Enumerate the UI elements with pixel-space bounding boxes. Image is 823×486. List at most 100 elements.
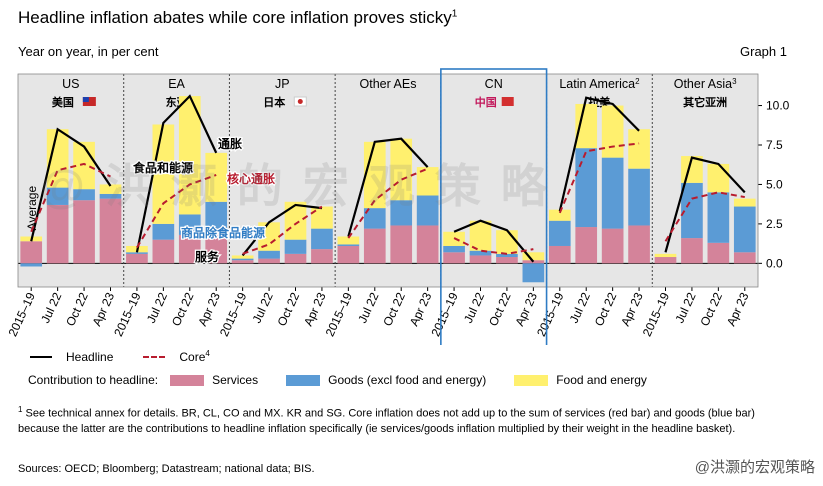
x-tick-label: Jul 22 bbox=[355, 290, 381, 325]
food-energy-bar bbox=[231, 255, 254, 259]
food-energy-bar bbox=[575, 103, 598, 149]
core-line bbox=[558, 142, 640, 214]
panel-title: CN bbox=[485, 77, 503, 91]
x-tick-label: 2015–19 bbox=[6, 290, 39, 339]
goods-bar bbox=[733, 206, 756, 253]
goods-bar bbox=[681, 182, 703, 239]
footnote-text: 1 See technical annex for details. BR, C… bbox=[18, 405, 755, 435]
annotation-label: 核心通胀 bbox=[227, 171, 275, 186]
goods-bar bbox=[284, 239, 307, 254]
watermark-overlay: @洪灏的宏观策略 bbox=[40, 160, 567, 212]
goods-bar bbox=[231, 258, 254, 261]
goods-legend-swatch bbox=[286, 374, 321, 386]
x-tick-label: Apr 23 bbox=[724, 290, 752, 328]
services-bar bbox=[284, 253, 307, 264]
services-bar bbox=[654, 257, 677, 264]
china-flag-icon bbox=[501, 97, 514, 106]
annotation-label: 食品和能源 bbox=[132, 160, 193, 175]
services-legend-swatch bbox=[170, 374, 205, 386]
food-energy-bar bbox=[496, 230, 518, 254]
services-bar bbox=[73, 200, 95, 264]
japan-flag-sun bbox=[297, 99, 303, 104]
goods-bar bbox=[178, 214, 201, 235]
goods-legend-label: Goods (excl food and energy) bbox=[328, 373, 487, 387]
services-bar bbox=[496, 257, 518, 264]
x-tick-label: Jul 22 bbox=[38, 290, 64, 325]
x-tick-label: Oct 22 bbox=[486, 290, 514, 328]
panel-cn-label: 其它亚洲 bbox=[683, 95, 727, 109]
cn-highlight-box bbox=[440, 68, 548, 345]
x-tick-label: Apr 23 bbox=[618, 290, 646, 328]
us-flag-icon bbox=[82, 97, 96, 106]
services-bar bbox=[601, 228, 624, 264]
x-tick-label: Apr 23 bbox=[407, 290, 435, 328]
services-bar bbox=[178, 234, 201, 264]
food-energy-bar bbox=[178, 96, 201, 215]
services-bar bbox=[443, 252, 465, 264]
core-line bbox=[30, 162, 111, 233]
goods-bar bbox=[258, 250, 280, 259]
x-tick-label: Jul 22 bbox=[567, 290, 593, 325]
headline-legend-swatch bbox=[30, 355, 52, 358]
food-energy-bar bbox=[522, 252, 545, 261]
goods-bar bbox=[443, 245, 465, 253]
goods-bar bbox=[496, 253, 518, 258]
panel-cn-label: 中国 bbox=[475, 95, 497, 109]
services-bar bbox=[733, 252, 756, 264]
panel-title: US bbox=[62, 77, 79, 91]
panel-title: Other AEs bbox=[360, 77, 417, 91]
food-energy-bar bbox=[707, 163, 730, 193]
food-energy-bar bbox=[469, 220, 492, 251]
chart-title: Headline inflation abates while core inf… bbox=[18, 8, 458, 27]
food-energy-bar bbox=[548, 209, 571, 221]
y-tick-label: 5.0 bbox=[766, 177, 783, 191]
panel-title: Latin America2 bbox=[559, 77, 640, 92]
services-bar bbox=[681, 238, 703, 264]
core-line bbox=[136, 174, 217, 249]
goods-bar bbox=[73, 189, 95, 201]
food-energy-bar bbox=[99, 184, 122, 194]
x-tick-label: Jul 22 bbox=[250, 290, 276, 325]
legend-lines: Headline Core4 bbox=[18, 349, 210, 364]
services-bar bbox=[99, 198, 122, 264]
food-energy-bar bbox=[311, 206, 333, 229]
goods-bar bbox=[311, 228, 333, 250]
services-bar bbox=[548, 245, 571, 264]
y-axis-label: Average bbox=[25, 186, 39, 231]
legend-contributions: Contribution to headline: Services Goods… bbox=[28, 373, 647, 387]
panel-title: Other Asia3 bbox=[674, 77, 737, 92]
food-energy-legend-swatch bbox=[514, 374, 549, 386]
services-bar bbox=[390, 225, 413, 264]
x-tick-label: Jul 22 bbox=[672, 290, 698, 325]
services-bar bbox=[152, 239, 175, 264]
services-bar bbox=[363, 228, 386, 264]
x-tick-label: Oct 22 bbox=[592, 290, 620, 328]
x-tick-label: Oct 22 bbox=[63, 290, 91, 328]
goods-bar bbox=[205, 201, 228, 229]
services-bar bbox=[522, 260, 545, 264]
services-bar bbox=[20, 241, 43, 264]
headline-legend-label: Headline bbox=[66, 349, 114, 364]
headline-line bbox=[664, 156, 746, 253]
goods-bar bbox=[363, 208, 386, 229]
core-legend-label: Core4 bbox=[179, 349, 210, 364]
x-tick-label: Oct 22 bbox=[275, 290, 303, 328]
food-energy-bar bbox=[205, 152, 228, 202]
x-tick-label: Apr 23 bbox=[90, 290, 118, 328]
food-energy-legend-label: Food and energy bbox=[556, 373, 647, 387]
headline-line bbox=[347, 137, 429, 237]
x-tick-label: Apr 23 bbox=[195, 290, 223, 328]
food-energy-bar bbox=[337, 236, 360, 245]
x-tick-label: Jul 22 bbox=[461, 290, 487, 325]
sources-text: Sources: OECD; Bloomberg; Datastream; na… bbox=[18, 463, 315, 475]
core-legend-swatch bbox=[143, 355, 166, 358]
services-bar bbox=[469, 255, 492, 264]
goods-bar bbox=[126, 252, 148, 254]
graph-number: Graph 1 bbox=[740, 44, 787, 59]
y-tick-label: 0.0 bbox=[766, 256, 783, 270]
food-energy-bar bbox=[46, 129, 69, 188]
services-bar bbox=[231, 260, 254, 264]
headline-line bbox=[135, 94, 218, 253]
goods-bar bbox=[522, 263, 545, 283]
